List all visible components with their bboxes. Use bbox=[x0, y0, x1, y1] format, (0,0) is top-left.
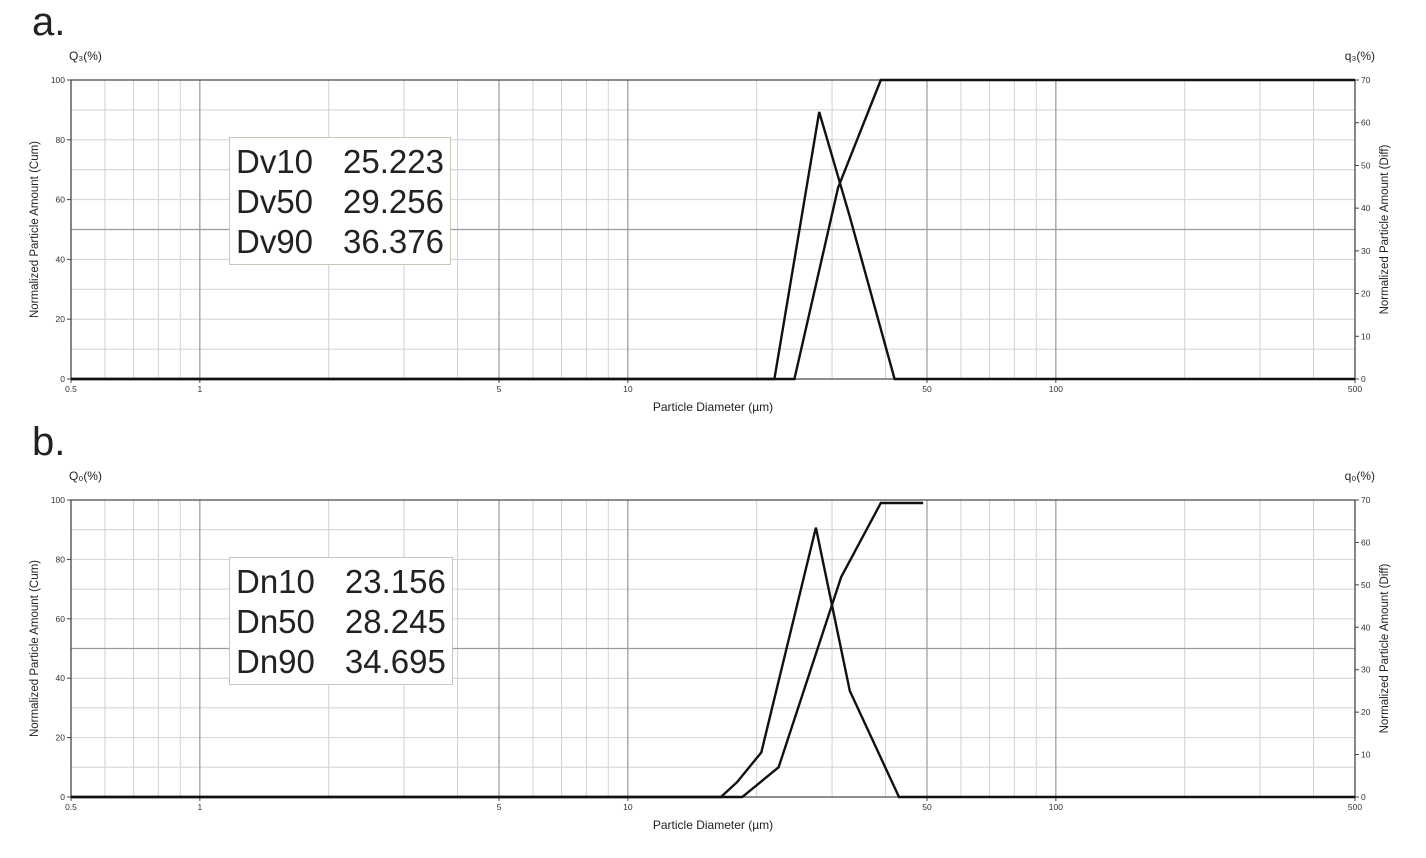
y2-tick-label: 40 bbox=[1361, 622, 1371, 632]
panel-a: a. 0 20 40 60 80 100 0 10 20 30 40 50 60 70 0.5 1 5 10 50 1… bbox=[29, 0, 1391, 414]
y-tick-label: 100 bbox=[51, 75, 65, 85]
stat-name: Dv10 bbox=[236, 143, 314, 180]
y2-tick-label: 30 bbox=[1361, 246, 1371, 256]
x-tick-label: 500 bbox=[1348, 384, 1362, 394]
y-tick-label: 20 bbox=[56, 733, 66, 743]
y2-tick-label: 20 bbox=[1361, 289, 1371, 299]
stat-row: Dv50 29.256 bbox=[236, 182, 444, 222]
x-tick-label: 10 bbox=[623, 384, 633, 394]
y2-tick-label: 50 bbox=[1361, 160, 1371, 170]
stat-row: Dv90 36.376 bbox=[236, 222, 444, 262]
stat-row: Dn50 28.245 bbox=[236, 602, 446, 642]
stat-value: 34.695 bbox=[344, 643, 446, 680]
y2-tick-label: 60 bbox=[1361, 537, 1371, 547]
x-axis-label: Particle Diameter (µm) bbox=[653, 818, 773, 832]
y-axis-label: Normalized Particle Amount (Cum) bbox=[29, 560, 41, 737]
x-tick-label: 10 bbox=[623, 802, 633, 812]
y-tick-label: 80 bbox=[56, 554, 66, 564]
y-tick-label: 100 bbox=[51, 495, 65, 505]
y-tick-label: 20 bbox=[56, 314, 66, 324]
stat-row: Dv10 25.223 bbox=[236, 142, 444, 182]
x-tick-label: 1 bbox=[197, 384, 202, 394]
x-tick-label: 5 bbox=[497, 384, 502, 394]
y-tick-label: 40 bbox=[56, 673, 66, 683]
stats-box: Dv10 25.223 Dv50 29.256 Dv90 36.376 bbox=[229, 137, 451, 265]
y2-tick-label: 10 bbox=[1361, 331, 1371, 341]
y2-tick-label: 10 bbox=[1361, 750, 1371, 760]
x-axis-label: Particle Diameter (µm) bbox=[653, 400, 773, 414]
stat-name: Dn50 bbox=[236, 603, 315, 640]
y2-tick-label: 40 bbox=[1361, 203, 1371, 213]
left-axis-unit-label: Q₃(%) bbox=[69, 49, 102, 63]
x-tick-label: 0.5 bbox=[65, 384, 77, 394]
stat-value: 23.156 bbox=[344, 563, 446, 600]
stat-value: 28.245 bbox=[344, 603, 446, 640]
y2-axis-label: Normalized Particle Amount (Diff) bbox=[1379, 144, 1391, 314]
y2-tick-label: 60 bbox=[1361, 118, 1371, 128]
stats-box: Dn10 23.156 Dn50 28.245 Dn90 34.695 bbox=[229, 557, 453, 685]
x-tick-label: 500 bbox=[1348, 802, 1362, 812]
y2-tick-label: 70 bbox=[1361, 75, 1371, 85]
stat-value: 25.223 bbox=[343, 143, 444, 180]
stat-name: Dv90 bbox=[236, 223, 314, 260]
stat-value: 36.376 bbox=[343, 223, 444, 260]
stat-name: Dv50 bbox=[236, 183, 314, 220]
panel-letter: b. bbox=[32, 420, 66, 464]
x-tick-label: 1 bbox=[197, 802, 202, 812]
y2-axis-label: Normalized Particle Amount (Diff) bbox=[1379, 563, 1391, 733]
y2-tick-label: 20 bbox=[1361, 707, 1371, 717]
y-axis-label: Normalized Particle Amount (Cum) bbox=[29, 141, 41, 318]
x-tick-label: 100 bbox=[1049, 802, 1063, 812]
y2-tick-label: 70 bbox=[1361, 495, 1371, 505]
y2-tick-label: 0 bbox=[1361, 374, 1366, 384]
panel-letter: a. bbox=[32, 0, 66, 44]
y-tick-label: 80 bbox=[56, 135, 66, 145]
series-line-cumulative bbox=[71, 78, 1355, 381]
y-tick-label: 40 bbox=[56, 254, 66, 264]
y-tick-label: 60 bbox=[56, 195, 66, 205]
x-tick-label: 100 bbox=[1049, 384, 1063, 394]
x-tick-label: 50 bbox=[922, 384, 932, 394]
stat-row: Dn10 23.156 bbox=[236, 562, 446, 602]
panel-b: b. 0 20 40 60 80 100 0 10 20 30 40 50 60 70 0.5 1 5 10 50 1… bbox=[0, 420, 1426, 858]
right-axis-unit-label: q₃(%) bbox=[1345, 49, 1375, 63]
left-axis-unit-label: Q₀(%) bbox=[69, 469, 102, 483]
series-line-cumulative bbox=[71, 501, 924, 799]
stat-name: Dn10 bbox=[236, 563, 315, 600]
stat-value: 29.256 bbox=[343, 183, 444, 220]
x-tick-label: 5 bbox=[497, 802, 502, 812]
y2-tick-label: 30 bbox=[1361, 665, 1371, 675]
right-axis-unit-label: q₀(%) bbox=[1345, 469, 1375, 483]
stat-name: Dn90 bbox=[236, 643, 315, 680]
chart-b: 0 20 40 60 80 100 0 10 20 30 40 50 60 70 0.5 1 5 10 50 100 5… bbox=[29, 469, 1391, 832]
x-tick-label: 0.5 bbox=[65, 802, 77, 812]
y2-tick-label: 50 bbox=[1361, 580, 1371, 590]
chart-a: 0 20 40 60 80 100 0 10 20 30 40 50 60 70 0.5 1 5 10 50 100 5… bbox=[29, 49, 1391, 414]
y-tick-label: 0 bbox=[60, 792, 65, 802]
y-tick-label: 60 bbox=[56, 614, 66, 624]
series-line-differential bbox=[71, 527, 1355, 799]
y-tick-label: 0 bbox=[60, 374, 65, 384]
x-tick-label: 50 bbox=[922, 802, 932, 812]
y2-tick-label: 0 bbox=[1361, 792, 1366, 802]
stat-row: Dn90 34.695 bbox=[236, 642, 446, 682]
